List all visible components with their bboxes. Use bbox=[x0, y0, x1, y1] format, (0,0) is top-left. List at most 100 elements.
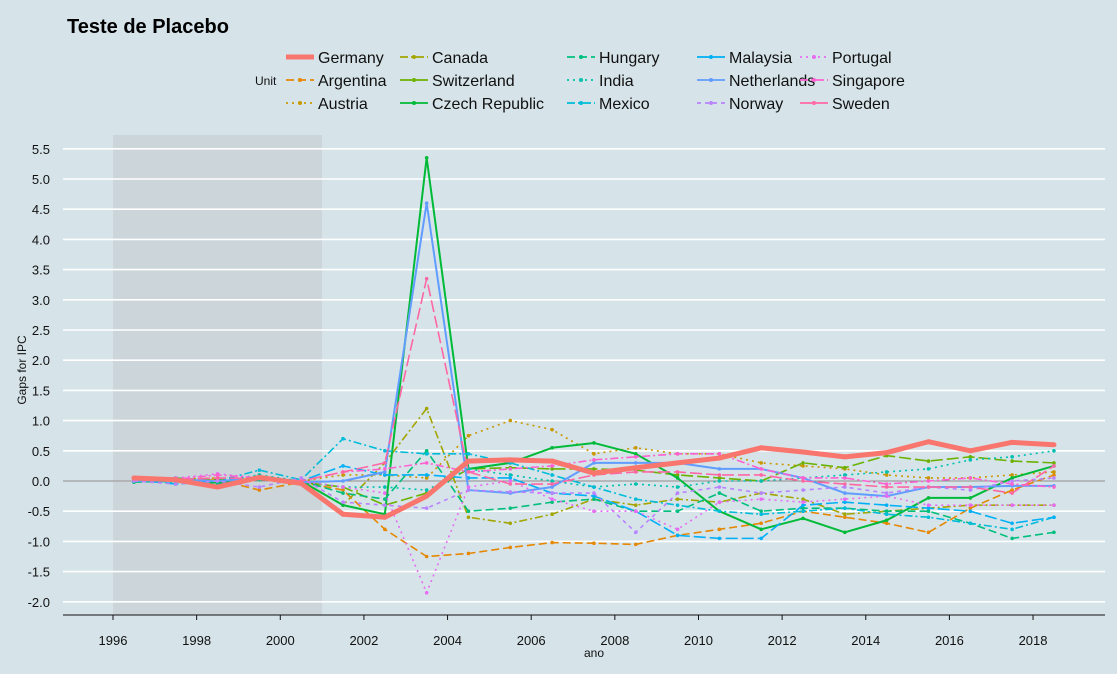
legend-label: Singapore bbox=[832, 73, 905, 90]
data-point bbox=[549, 458, 555, 464]
series-singapore bbox=[132, 452, 1056, 489]
data-point bbox=[257, 488, 262, 492]
data-point bbox=[759, 527, 764, 532]
y-tick-label: 4.5 bbox=[32, 202, 50, 217]
data-point bbox=[759, 521, 764, 526]
data-point bbox=[1010, 482, 1014, 486]
data-point bbox=[884, 503, 889, 507]
data-point bbox=[884, 485, 889, 489]
data-point bbox=[466, 509, 471, 513]
data-point bbox=[926, 459, 931, 463]
legend-key-point bbox=[412, 55, 416, 59]
data-point bbox=[884, 521, 889, 526]
legend-label: Hungary bbox=[599, 50, 659, 67]
data-point bbox=[968, 488, 973, 492]
data-point bbox=[633, 461, 638, 465]
data-point bbox=[926, 506, 931, 510]
y-tick-label: 0.0 bbox=[32, 474, 50, 489]
legend-item-switzerland: Switzerland bbox=[400, 73, 515, 90]
data-point bbox=[383, 473, 387, 477]
legend-label: India bbox=[599, 73, 634, 90]
data-point bbox=[592, 452, 596, 456]
data-point bbox=[256, 474, 262, 480]
data-point bbox=[508, 418, 513, 423]
legend-item-sweden: Sweden bbox=[800, 96, 890, 113]
legend-label: Canada bbox=[432, 50, 488, 67]
data-point bbox=[341, 500, 345, 504]
data-point bbox=[759, 512, 764, 517]
data-point bbox=[1052, 485, 1056, 489]
data-point bbox=[717, 485, 722, 489]
data-point bbox=[801, 464, 805, 468]
data-point bbox=[717, 500, 722, 504]
y-tick-label: 5.5 bbox=[32, 142, 50, 157]
series-germany bbox=[131, 439, 1057, 520]
data-point bbox=[633, 482, 638, 486]
legend-label: Austria bbox=[318, 96, 368, 113]
data-point bbox=[801, 503, 805, 507]
y-tick-label: -1.0 bbox=[28, 534, 50, 549]
data-point bbox=[550, 540, 554, 545]
data-point bbox=[466, 433, 471, 438]
data-point bbox=[675, 497, 680, 501]
data-point bbox=[592, 461, 596, 465]
data-point bbox=[926, 530, 931, 535]
data-point bbox=[508, 476, 513, 480]
data-point bbox=[424, 276, 429, 281]
legend-title: Unit bbox=[255, 74, 277, 88]
data-point bbox=[633, 465, 639, 471]
x-tick-label: 1996 bbox=[99, 633, 128, 648]
data-point bbox=[424, 506, 429, 510]
data-point bbox=[843, 506, 847, 510]
data-point bbox=[215, 476, 220, 480]
x-tick-label: 2006 bbox=[517, 633, 546, 648]
y-tick-label: 2.5 bbox=[32, 323, 50, 338]
data-point bbox=[215, 473, 220, 477]
data-point bbox=[341, 470, 345, 474]
legend-key-point bbox=[709, 55, 713, 59]
data-point bbox=[424, 201, 429, 205]
y-axis-label: Gaps for IPC bbox=[15, 335, 29, 405]
data-point bbox=[592, 497, 596, 501]
data-point bbox=[884, 450, 890, 456]
data-point bbox=[675, 509, 680, 513]
data-point bbox=[466, 470, 471, 474]
data-point bbox=[675, 533, 680, 538]
data-point bbox=[801, 497, 805, 501]
data-point bbox=[717, 536, 722, 541]
data-point bbox=[843, 491, 847, 495]
data-point bbox=[843, 530, 847, 535]
data-point bbox=[550, 485, 554, 489]
data-point bbox=[1010, 521, 1014, 526]
data-point bbox=[801, 488, 805, 492]
data-point bbox=[382, 514, 388, 520]
legend-key-point bbox=[709, 101, 713, 105]
data-point bbox=[675, 470, 680, 474]
data-point bbox=[968, 458, 973, 462]
data-point bbox=[383, 470, 387, 474]
data-point bbox=[257, 485, 262, 489]
data-point bbox=[884, 482, 889, 486]
data-point bbox=[843, 497, 847, 501]
legend-key-point bbox=[812, 101, 816, 105]
data-point bbox=[466, 551, 471, 556]
data-point bbox=[843, 512, 847, 517]
y-tick-label: 3.5 bbox=[32, 263, 50, 278]
data-point bbox=[717, 491, 722, 495]
legend-key-point bbox=[298, 55, 302, 59]
data-point bbox=[1010, 459, 1014, 463]
data-point bbox=[675, 473, 680, 477]
data-point bbox=[466, 452, 471, 456]
data-point bbox=[968, 509, 973, 513]
data-point bbox=[550, 467, 554, 471]
data-point bbox=[1052, 449, 1056, 453]
data-point bbox=[550, 427, 554, 432]
data-point bbox=[1010, 491, 1014, 495]
legend-key-point bbox=[579, 101, 583, 105]
data-point bbox=[1010, 527, 1014, 532]
x-tick-label: 2018 bbox=[1019, 633, 1048, 648]
data-point bbox=[383, 491, 387, 495]
data-point bbox=[550, 479, 554, 483]
data-point bbox=[508, 467, 513, 471]
data-point bbox=[801, 500, 805, 504]
